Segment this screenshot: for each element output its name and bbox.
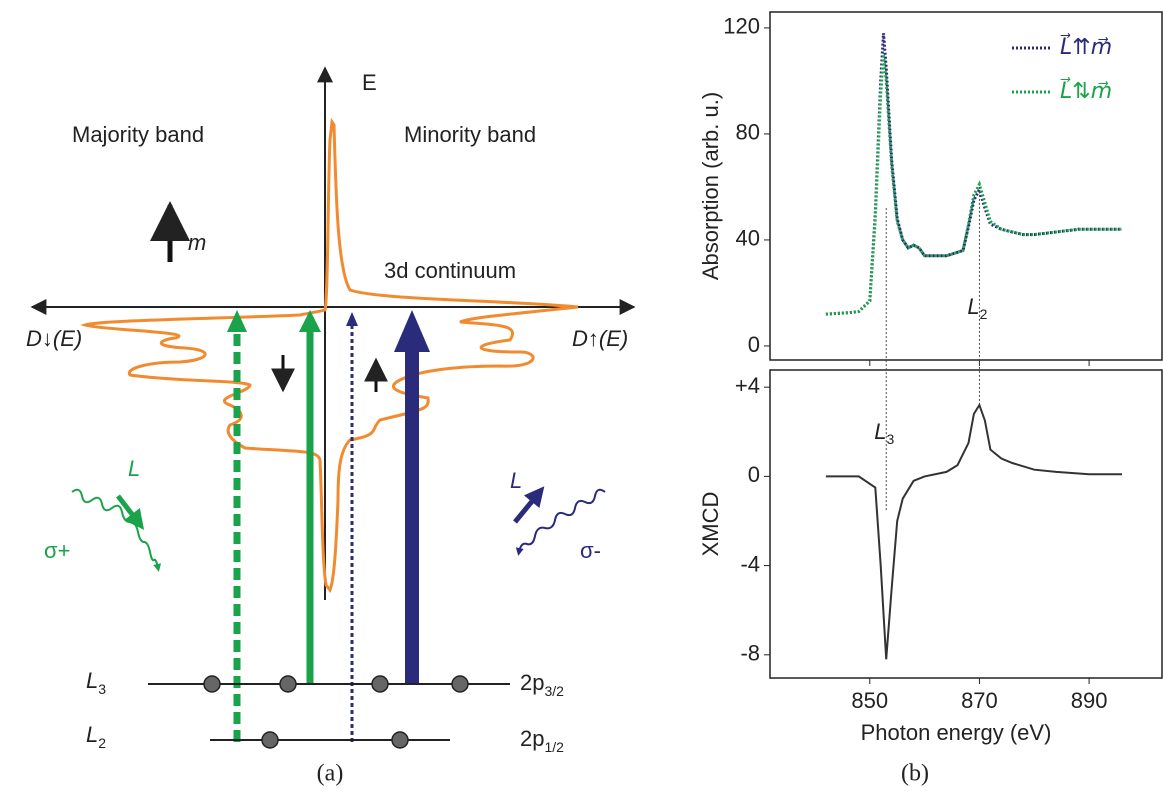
orbital-name: 2p — [520, 670, 544, 695]
orbital-sub: 1/2 — [544, 739, 564, 755]
dos-label: D↑(E) — [572, 326, 628, 351]
y-tick-label: -4 — [740, 551, 760, 576]
legend-label: L⃗⇈m⃗ — [1060, 33, 1112, 59]
band-label: Majority band — [72, 122, 204, 147]
level-name: L — [86, 668, 98, 693]
axis-label: E — [362, 70, 377, 95]
photon-label: L — [128, 456, 140, 481]
photon-wave — [71, 488, 162, 572]
level-sub: 3 — [98, 681, 106, 697]
x-tick-label: 850 — [851, 688, 888, 713]
arrow-head — [394, 310, 430, 352]
annotation-sub: 3 — [886, 431, 894, 447]
level-name: L — [86, 722, 98, 747]
legend-label: L⃗⇅m⃗ — [1060, 77, 1112, 103]
x-tick-label: 890 — [1071, 688, 1108, 713]
y-tick-label: +4 — [735, 373, 760, 398]
series-line — [825, 54, 1122, 316]
photon-label: L — [510, 468, 522, 493]
photon-direction — [513, 486, 545, 524]
x-axis-label: Photon energy (eV) — [861, 720, 1052, 745]
dos-label: D↓(E) — [26, 326, 82, 351]
arrow-head — [299, 310, 321, 332]
y-axis-label: Absorption (arb. u.) — [698, 92, 723, 280]
dos-curve — [80, 117, 579, 593]
continuum-label: 3d continuum — [384, 258, 516, 283]
orbital-label: 2p1/2 — [520, 726, 564, 755]
orbital-sub: 3/2 — [544, 683, 564, 699]
photon-direction — [116, 494, 145, 530]
y-tick-label: 0 — [748, 462, 760, 487]
y-tick-label: 40 — [736, 226, 760, 251]
photon-wave — [515, 488, 606, 556]
y-axis-label: XMCD — [698, 492, 723, 557]
level-label: L2 — [86, 722, 106, 751]
y-tick-label: 0 — [748, 332, 760, 357]
diagram: E Majority band Minority band m 3d conti… — [26, 66, 636, 787]
y-tick-label: 120 — [723, 14, 760, 39]
electrons — [203, 675, 469, 749]
arrow-head — [227, 310, 247, 332]
y-tick-label: 80 — [736, 120, 760, 145]
annotation-text: L — [874, 419, 886, 444]
arrow-head — [346, 312, 358, 326]
moment-label: m — [188, 230, 206, 255]
polarization-label: σ- — [580, 538, 601, 563]
orbital-name: 2p — [520, 726, 544, 751]
y-tick-label: -8 — [740, 641, 760, 666]
caption: (b) — [901, 761, 929, 787]
plot-frame — [769, 369, 1163, 679]
level-label: L3 — [86, 668, 106, 697]
polarization-label: σ+ — [44, 538, 70, 563]
band-label: Minority band — [404, 122, 536, 147]
level-sub: 2 — [98, 735, 106, 751]
annotation-sub: 2 — [980, 306, 988, 322]
orbital-label: 2p3/2 — [520, 670, 564, 699]
series-line — [825, 402, 1122, 660]
plot-frame — [769, 11, 1163, 361]
annotation: L3 — [874, 419, 894, 447]
caption: (a) — [317, 761, 344, 787]
annotation-text: L — [967, 294, 979, 319]
annotation: L2 — [967, 294, 987, 322]
x-tick-label: 870 — [961, 688, 998, 713]
